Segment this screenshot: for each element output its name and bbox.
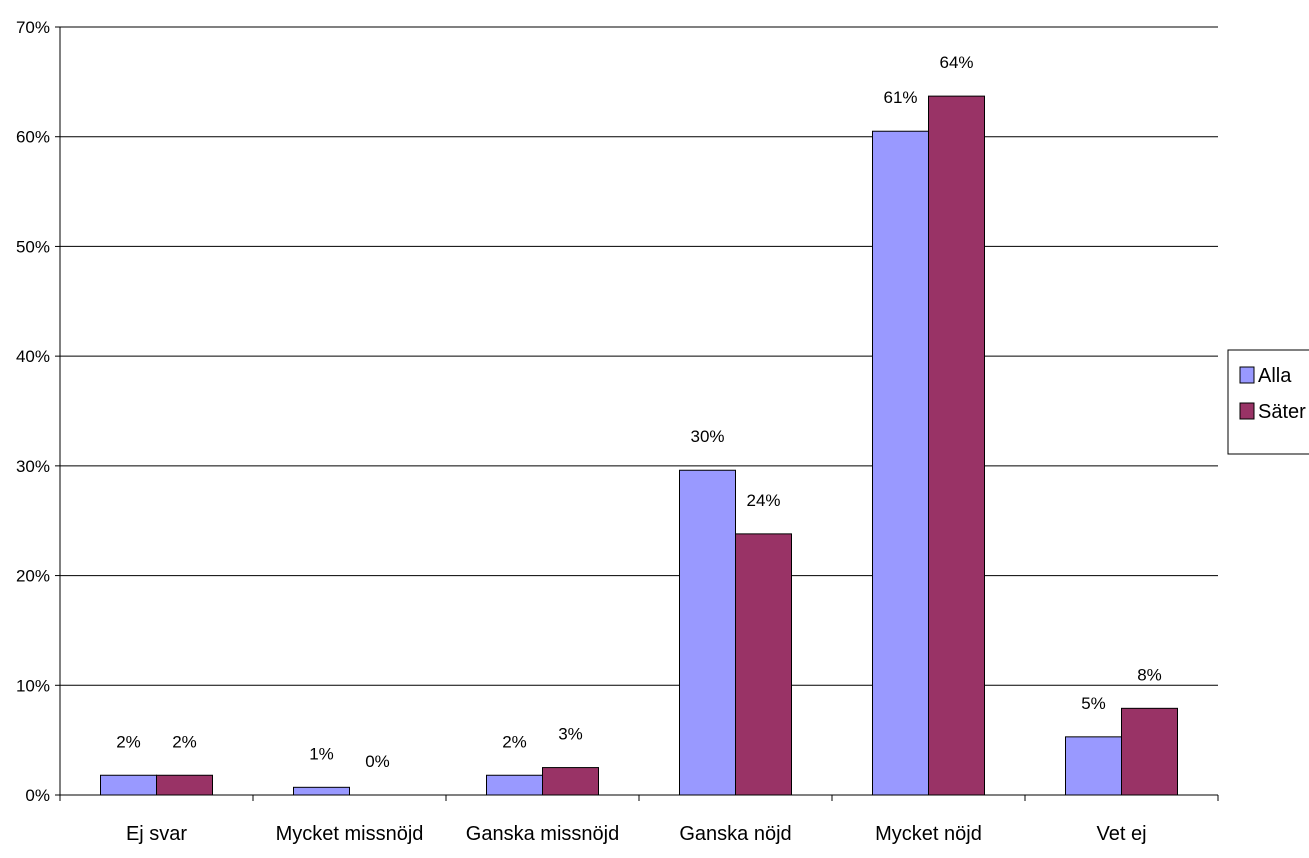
legend-label: Säter: [1258, 401, 1306, 423]
y-tick-label: 30%: [16, 457, 50, 476]
bar-alla: [486, 774, 543, 796]
legend-label: Alla: [1258, 365, 1292, 387]
data-labels: 2% 1% 2% 30% 61% 5% 2% 0% 3% 24% 64% 8%: [116, 53, 1162, 771]
data-label: 30%: [690, 427, 724, 446]
y-tick-label: 50%: [16, 237, 50, 256]
bar-alla: [679, 469, 736, 796]
y-tick-label: 0%: [25, 786, 50, 805]
data-label: 2%: [172, 732, 197, 751]
y-tick-label: 20%: [16, 567, 50, 586]
bar-säter: [542, 767, 599, 796]
bar-alla: [1065, 736, 1122, 796]
data-label: 61%: [883, 88, 917, 107]
bar-alla: [100, 774, 157, 796]
bar-säter: [735, 533, 792, 796]
legend-swatch: [1239, 402, 1255, 420]
gridlines: [60, 26, 1218, 686]
y-tick-label: 40%: [16, 347, 50, 366]
data-label: 0%: [365, 752, 390, 771]
legend-swatch: [1239, 366, 1255, 384]
x-category-label: Ej svar: [126, 823, 187, 845]
bar-alla: [872, 130, 929, 796]
y-tick-label: 10%: [16, 676, 50, 695]
x-category-label: Mycket missnöjd: [276, 823, 424, 845]
data-label: 2%: [502, 732, 527, 751]
bar-säter: [928, 95, 985, 796]
y-tick-label: 60%: [16, 128, 50, 147]
bar-säter: [1121, 707, 1178, 796]
x-category-label: Mycket nöjd: [875, 823, 982, 845]
axes: 0% 10% 20% 30% 40% 50% 60% 70% Ej svar Mycket mis…: [16, 18, 1219, 845]
x-category-label: Ganska missnöjd: [466, 823, 619, 845]
data-label: 2%: [116, 732, 141, 751]
data-label: 8%: [1137, 665, 1162, 684]
data-label: 1%: [309, 744, 334, 763]
data-label: 64%: [939, 53, 973, 72]
bar-säter: [156, 774, 213, 796]
data-label: 24%: [746, 491, 780, 510]
bar-alla: [293, 786, 350, 796]
legend: Alla Säter: [1227, 349, 1309, 455]
y-tick-label: 70%: [16, 18, 50, 37]
data-label: 5%: [1081, 694, 1106, 713]
bars: [100, 95, 1178, 796]
data-label: 3%: [558, 725, 583, 744]
x-category-label: Ganska nöjd: [679, 823, 791, 845]
x-category-label: Vet ej: [1096, 823, 1146, 845]
